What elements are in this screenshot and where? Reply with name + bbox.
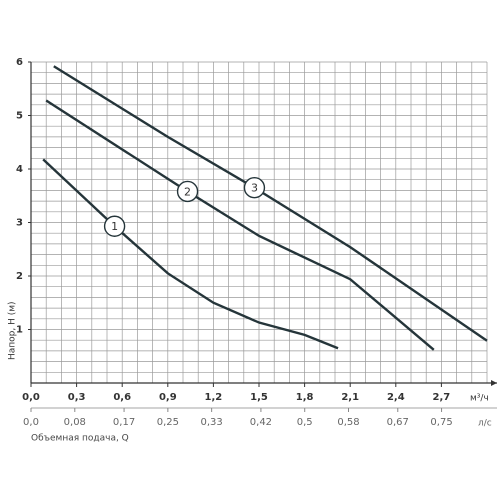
- y-tick-label: 5: [16, 111, 23, 122]
- curve-marker: [176, 180, 199, 203]
- x-tick-label: 0,6: [113, 392, 131, 403]
- curve-label: 3: [251, 182, 258, 195]
- curve-label: 2: [184, 185, 191, 198]
- curve-label: 1: [111, 220, 118, 233]
- x2-tick-label: 0,42: [250, 417, 272, 428]
- x2-unit: л/с: [478, 419, 492, 429]
- x-tick-label: 2,7: [433, 392, 451, 403]
- y-tick-label: 1: [16, 325, 23, 336]
- y-tick-label: 3: [16, 218, 23, 229]
- x-tick-label: 1,8: [296, 392, 314, 403]
- x-unit: м³/ч: [470, 394, 489, 404]
- x2-tick-label: 0,58: [337, 417, 359, 428]
- curve: [45, 99, 435, 351]
- x2-tick-label: 0,17: [113, 417, 135, 428]
- y-tick-label: 2: [16, 271, 23, 282]
- x2-tick-label: 0,08: [64, 417, 86, 428]
- x2-tick-label: 0,5: [297, 417, 313, 428]
- x-tick-label: 0,0: [22, 392, 40, 403]
- x2-axis-label: Объемная подача, Q: [31, 434, 129, 444]
- y-tick-label: 4: [16, 164, 23, 175]
- y-tick-label: 6: [16, 57, 23, 68]
- y-axis-label: Напор, Н (м): [8, 301, 18, 360]
- curve-marker: [103, 215, 126, 237]
- x-tick-label: 0,3: [68, 392, 86, 403]
- x2-tick-label: 0,33: [201, 417, 223, 428]
- x2-tick-label: 0,25: [157, 417, 179, 428]
- x-tick-label: 0,9: [159, 392, 177, 403]
- x-tick-label: 1,5: [250, 392, 268, 403]
- curve-marker: [243, 177, 266, 199]
- x2-tick-label: 0,75: [430, 417, 452, 428]
- x2-tick-label: 0,0: [23, 417, 39, 428]
- x-tick-label: 2,4: [387, 392, 405, 403]
- x2-tick-label: 0,67: [387, 417, 409, 428]
- curve: [53, 65, 488, 342]
- x-tick-label: 2,1: [341, 392, 359, 403]
- x-tick-label: 1,2: [205, 392, 223, 403]
- x-axis-arrow: [491, 380, 497, 386]
